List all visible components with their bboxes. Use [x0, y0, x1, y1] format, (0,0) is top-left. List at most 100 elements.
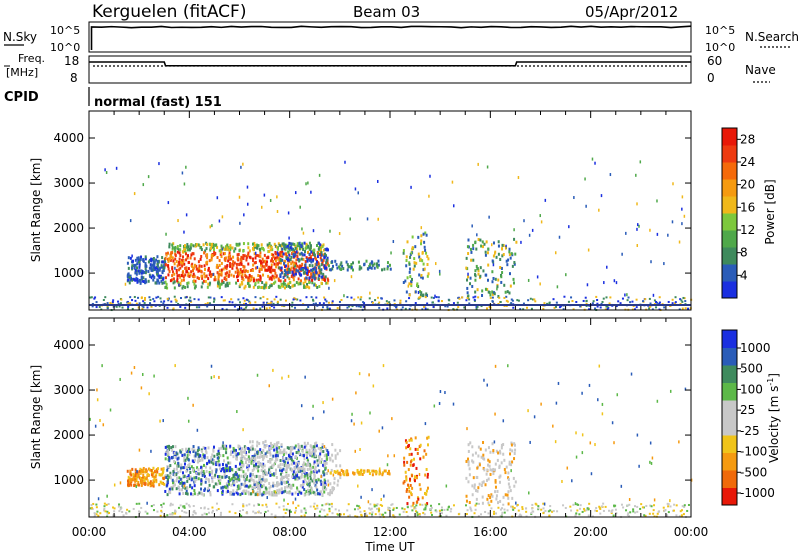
echo-cell — [583, 507, 586, 510]
echo-cell — [195, 267, 198, 271]
echo-cell — [187, 447, 190, 451]
echo-cell — [325, 461, 328, 465]
echo-cell — [265, 307, 268, 310]
echo-cell — [193, 458, 196, 462]
echo-cell — [588, 308, 591, 311]
echo-cell — [485, 240, 488, 244]
echo-cell — [314, 507, 317, 510]
echo-cell — [253, 278, 256, 282]
echo-cell — [308, 467, 311, 471]
echo-cell — [324, 264, 327, 268]
echo-cell — [194, 479, 197, 483]
echo-cell — [626, 504, 629, 507]
echo-cell — [486, 165, 489, 169]
echo-cell — [258, 480, 261, 484]
echo-cell — [305, 242, 308, 246]
echo-cell — [388, 508, 391, 511]
echo-cell — [405, 440, 408, 444]
echo-cell — [267, 256, 270, 260]
echo-cell — [220, 255, 223, 259]
echo-cell — [557, 381, 560, 385]
echo-cell — [281, 247, 284, 251]
echo-cell — [254, 301, 257, 304]
echo-cell — [579, 305, 582, 308]
echo-cell — [404, 470, 407, 474]
echo-cell — [305, 453, 308, 457]
echo-cell — [191, 447, 194, 451]
echo-cell — [188, 299, 191, 302]
echo-cell — [266, 301, 269, 304]
echo-cell — [278, 243, 281, 247]
echo-cell — [236, 253, 239, 257]
echo-cell — [308, 286, 311, 290]
echo-cell — [291, 284, 294, 288]
echo-cell — [166, 514, 169, 517]
echo-cell — [361, 472, 364, 476]
echo-cell — [258, 478, 261, 482]
echo-cell — [303, 514, 306, 517]
echo-cell — [150, 265, 153, 269]
echo-cell — [601, 402, 604, 406]
echo-cell — [243, 265, 246, 269]
echo-cell — [477, 445, 480, 449]
echo-cell — [195, 475, 198, 479]
echo-cell — [217, 277, 220, 281]
echo-cell — [222, 441, 224, 445]
echo-cell — [404, 279, 407, 283]
echo-cell — [279, 285, 282, 289]
echo-cell — [210, 456, 213, 460]
echo-cell — [246, 463, 249, 467]
echo-cell — [286, 461, 289, 465]
echo-cell — [424, 503, 427, 506]
echo-cell — [223, 459, 226, 463]
echo-cell — [186, 256, 189, 260]
echo-cell — [388, 301, 391, 304]
echo-cell — [285, 480, 288, 484]
echo-cell — [161, 471, 164, 475]
echo-cell — [271, 457, 274, 461]
echo-cell — [494, 364, 497, 368]
echo-cell — [226, 264, 229, 268]
echo-cell — [172, 259, 175, 263]
echo-cell — [178, 261, 181, 265]
echo-cell — [129, 469, 132, 473]
echo-cell — [140, 506, 143, 509]
echo-cell — [262, 457, 265, 461]
echo-cell — [507, 471, 510, 475]
echo-cell — [192, 266, 195, 270]
echo-cell — [386, 471, 389, 475]
echo-cell — [228, 262, 231, 266]
echo-cell — [137, 480, 140, 484]
echo-cell — [471, 459, 474, 463]
echo-cell — [268, 250, 271, 254]
echo-cell — [279, 298, 282, 301]
echo-cell — [291, 270, 294, 274]
echo-cell — [268, 302, 271, 305]
colorbar-segment — [722, 452, 737, 471]
echo-cell — [208, 473, 211, 477]
echo-cell — [144, 281, 147, 285]
echo-cell — [161, 260, 164, 264]
echo-cell — [410, 280, 413, 284]
echo-cell — [298, 476, 301, 480]
echo-cell — [321, 493, 324, 497]
echo-cell — [307, 250, 310, 254]
echo-cell — [402, 280, 405, 284]
echo-cell — [438, 269, 441, 273]
echo-cell — [144, 267, 147, 271]
echo-cell — [650, 461, 653, 465]
echo-cell — [419, 457, 422, 461]
echo-cell — [658, 296, 661, 299]
echo-cell — [426, 475, 429, 479]
echo-cell — [246, 458, 249, 462]
echo-cell — [117, 302, 120, 305]
echo-cell — [285, 466, 288, 470]
echo-cell — [176, 274, 179, 278]
echo-cell — [463, 306, 466, 309]
echo-cell — [418, 483, 421, 487]
echo-cell — [303, 441, 306, 445]
echo-cell — [185, 258, 188, 262]
echo-cell — [142, 300, 145, 303]
echo-cell — [244, 484, 247, 488]
echo-cell — [378, 301, 381, 304]
